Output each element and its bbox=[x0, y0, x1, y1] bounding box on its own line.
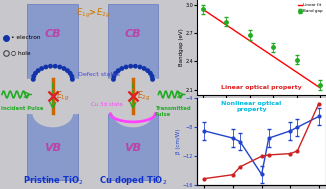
Text: VB: VB bbox=[125, 143, 141, 153]
Text: Cu doped TiO$_2$: Cu doped TiO$_2$ bbox=[99, 174, 167, 187]
Circle shape bbox=[117, 69, 120, 72]
Text: Incident Pulse: Incident Pulse bbox=[1, 106, 43, 111]
Y-axis label: β (cm/W): β (cm/W) bbox=[176, 129, 181, 154]
Circle shape bbox=[71, 78, 74, 81]
Polygon shape bbox=[27, 66, 78, 81]
Text: • electron: • electron bbox=[11, 35, 40, 40]
Text: Pristine TiO$_2$: Pristine TiO$_2$ bbox=[22, 175, 83, 187]
Circle shape bbox=[129, 65, 132, 68]
Circle shape bbox=[53, 65, 57, 68]
Circle shape bbox=[66, 69, 69, 72]
Text: Cu 3d state: Cu 3d state bbox=[92, 102, 123, 107]
X-axis label: Cu (mol%): Cu (mol%) bbox=[247, 105, 276, 110]
Circle shape bbox=[40, 67, 43, 70]
Circle shape bbox=[124, 65, 128, 69]
Text: $E_{1g}$>$E_{2g}$: $E_{1g}$>$E_{2g}$ bbox=[76, 7, 110, 20]
Text: CB: CB bbox=[125, 29, 141, 39]
Circle shape bbox=[120, 67, 124, 70]
Circle shape bbox=[149, 71, 152, 75]
Circle shape bbox=[32, 74, 36, 78]
Text: Linear optical property: Linear optical property bbox=[221, 85, 302, 90]
Text: ○ hole: ○ hole bbox=[11, 50, 30, 55]
Circle shape bbox=[146, 69, 149, 72]
Circle shape bbox=[37, 69, 40, 72]
Circle shape bbox=[49, 65, 52, 68]
Text: CB: CB bbox=[45, 29, 61, 39]
Bar bbox=[27, 4, 78, 79]
Text: $E_{2g}$: $E_{2g}$ bbox=[137, 90, 150, 103]
Circle shape bbox=[150, 74, 154, 78]
Bar bbox=[108, 113, 158, 180]
Circle shape bbox=[112, 78, 115, 81]
Bar bbox=[27, 113, 78, 180]
Circle shape bbox=[34, 71, 37, 75]
Circle shape bbox=[138, 65, 142, 69]
Circle shape bbox=[114, 71, 117, 75]
Text: Nonlinear optical
property: Nonlinear optical property bbox=[221, 101, 281, 112]
Circle shape bbox=[44, 65, 48, 69]
Polygon shape bbox=[27, 112, 78, 127]
Circle shape bbox=[142, 67, 146, 70]
Text: $E_{1g}$: $E_{1g}$ bbox=[56, 90, 70, 103]
Text: Defect states: Defect states bbox=[78, 72, 120, 77]
Polygon shape bbox=[108, 66, 158, 81]
Text: Transmitted
Pulse: Transmitted Pulse bbox=[155, 106, 190, 117]
Circle shape bbox=[62, 67, 66, 70]
Circle shape bbox=[70, 74, 74, 78]
Bar bbox=[108, 4, 158, 79]
Circle shape bbox=[68, 71, 72, 75]
Circle shape bbox=[112, 74, 116, 78]
Text: VB: VB bbox=[44, 143, 61, 153]
Circle shape bbox=[134, 65, 137, 68]
Legend: Linear fit, Band gap: Linear fit, Band gap bbox=[296, 2, 324, 15]
Y-axis label: Bandgap (eV): Bandgap (eV) bbox=[179, 28, 184, 66]
Polygon shape bbox=[108, 112, 158, 127]
Circle shape bbox=[32, 78, 35, 81]
Circle shape bbox=[151, 78, 154, 81]
Circle shape bbox=[58, 65, 62, 69]
